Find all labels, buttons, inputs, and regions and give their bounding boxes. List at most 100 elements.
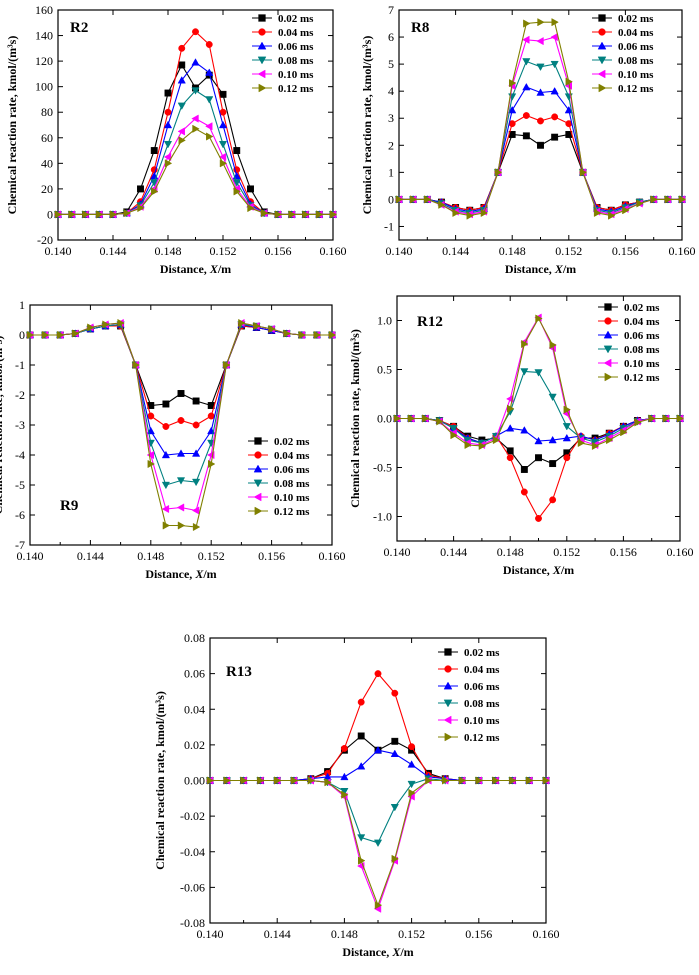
panel-label: R8	[411, 20, 429, 36]
data-point	[164, 108, 172, 116]
data-point	[257, 776, 265, 785]
data-point	[549, 460, 557, 468]
x-tick-label: 0.156	[258, 549, 285, 563]
legend-label: 0.10 ms	[464, 715, 500, 727]
data-point	[68, 210, 76, 219]
data-point	[117, 318, 125, 328]
data-point	[373, 839, 383, 848]
data-point	[442, 776, 450, 785]
data-point	[340, 772, 349, 781]
data-point	[520, 426, 529, 434]
data-point	[407, 780, 416, 789]
y-tick-label: 0.06	[184, 667, 205, 681]
data-point	[261, 209, 269, 218]
data-point	[274, 210, 283, 219]
legend-marker	[604, 303, 612, 311]
data-point	[480, 208, 489, 218]
legend-marker	[603, 330, 613, 339]
data-point	[161, 481, 171, 490]
data-point	[548, 393, 557, 402]
y-tick-label: 0.04	[184, 702, 205, 716]
x-axis-title: Distance, X/m	[145, 567, 216, 581]
data-point	[436, 417, 444, 426]
y-tick-label: 0.5	[377, 363, 392, 377]
x-tick-label: 0.160	[533, 927, 560, 941]
data-point	[422, 414, 430, 423]
data-point	[298, 330, 306, 340]
data-point	[177, 76, 186, 84]
data-point	[177, 521, 186, 530]
legend-label: 0.02 ms	[464, 647, 500, 659]
data-point	[458, 776, 467, 785]
x-tick-label: 0.140	[17, 549, 44, 563]
data-point	[551, 113, 559, 121]
data-point	[150, 179, 159, 187]
data-point	[522, 82, 531, 91]
data-point	[549, 496, 557, 504]
x-tick-label: 0.152	[210, 244, 237, 258]
y-tick-label: 1.0	[377, 314, 392, 328]
data-point	[563, 454, 571, 462]
legend-marker	[257, 56, 267, 65]
y-tick-label: 1	[388, 165, 394, 179]
legend-marker	[253, 464, 263, 473]
data-point	[191, 58, 200, 66]
data-point	[562, 433, 571, 442]
y-tick-label: 0.00	[184, 774, 205, 788]
y-tick-label: -1	[384, 219, 394, 233]
legend-label: 0.02 ms	[618, 13, 654, 25]
data-point	[425, 776, 433, 785]
legend-label: 0.02 ms	[624, 302, 660, 314]
series-0-12-ms	[26, 318, 337, 532]
data-point	[268, 324, 276, 334]
data-point	[162, 400, 170, 408]
data-point	[162, 521, 171, 530]
data-point	[526, 776, 534, 785]
x-tick-label: 0.148	[331, 927, 358, 941]
data-point	[521, 339, 529, 349]
data-point	[622, 206, 630, 215]
data-point	[161, 504, 170, 514]
x-axis-title-prefix: Distance,	[503, 563, 553, 577]
x-axis-title-suffix: /m	[202, 567, 216, 581]
data-point	[176, 503, 185, 512]
legend-label: 0.02 ms	[278, 13, 314, 25]
series-0-08-ms	[205, 775, 551, 848]
legend-marker	[253, 479, 263, 488]
data-point	[223, 776, 231, 785]
data-point	[407, 414, 416, 423]
series-0-04-ms	[393, 415, 684, 522]
x-tick-label: 0.144	[442, 244, 469, 258]
y-axis-title: Chemical reaction rate, kmol/(m³s)	[0, 336, 5, 515]
y-tick-label: -0.5	[373, 461, 392, 475]
x-tick-label: 0.144	[264, 927, 291, 941]
data-point	[408, 743, 416, 751]
y-tick-label: 0	[19, 328, 25, 342]
y-tick-label: -0.06	[180, 880, 205, 894]
y-tick-label: 1	[19, 298, 25, 312]
data-point	[548, 435, 557, 444]
data-point	[391, 854, 399, 863]
data-point	[551, 18, 559, 27]
y-tick-label: -3	[15, 418, 25, 432]
data-point	[608, 211, 616, 220]
x-axis-title-var: X	[209, 262, 219, 276]
legend-label: 0.04 ms	[464, 664, 500, 676]
data-point	[593, 208, 602, 218]
x-axis-title: Distance, X/m	[505, 262, 576, 276]
legend-marker	[258, 83, 267, 93]
data-point	[522, 112, 530, 119]
legend-label: 0.06 ms	[274, 464, 310, 476]
data-point	[238, 318, 246, 328]
data-point	[357, 732, 365, 740]
x-tick-label: 0.144	[100, 244, 127, 258]
legend-label: 0.04 ms	[278, 27, 314, 39]
data-point	[534, 436, 543, 445]
data-point	[146, 450, 154, 460]
x-tick-label: 0.148	[499, 244, 526, 258]
x-axis-title-prefix: Distance,	[160, 262, 210, 276]
data-point	[177, 102, 186, 111]
data-point	[247, 185, 254, 193]
legend-marker	[443, 681, 453, 690]
legend-label: 0.06 ms	[464, 681, 500, 693]
